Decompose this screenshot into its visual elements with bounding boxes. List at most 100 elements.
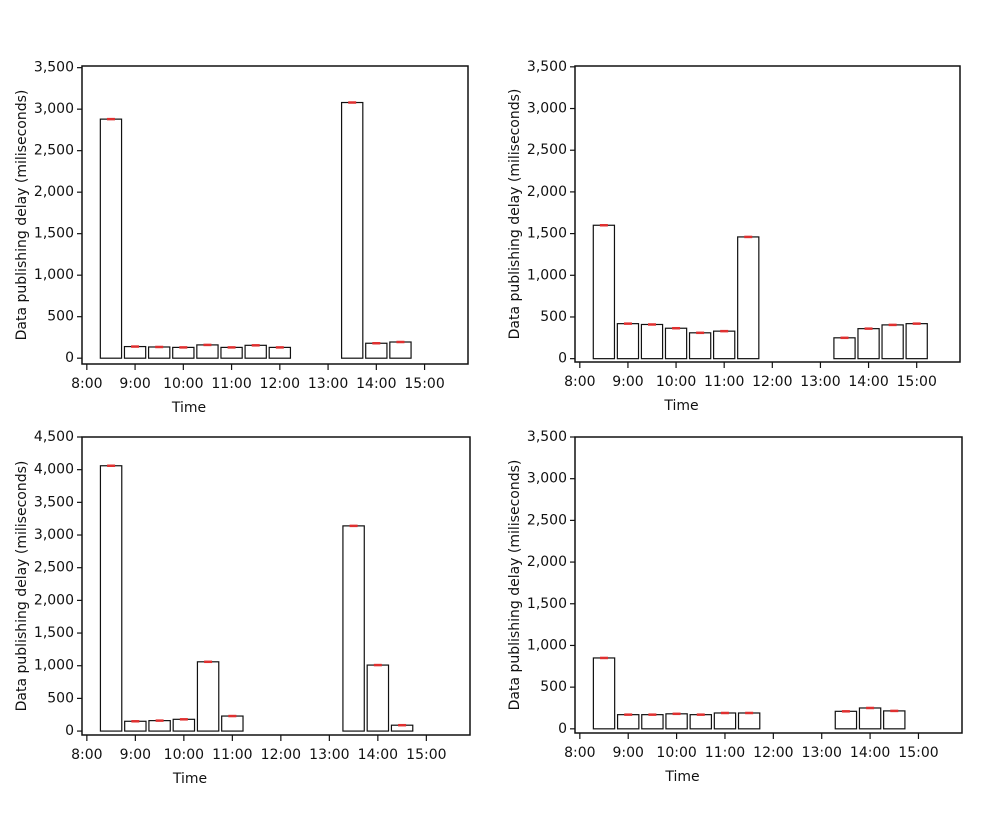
x-tick-label: 14:00 xyxy=(356,376,396,392)
x-tick-label: 13:00 xyxy=(308,376,348,392)
plot-frame xyxy=(81,436,471,736)
y-tick-label: 1,500 xyxy=(527,226,567,242)
x-tick-label: 13:00 xyxy=(309,747,349,763)
bar xyxy=(244,344,267,359)
bar xyxy=(123,345,147,359)
bar xyxy=(616,714,640,730)
x-tick-label: 14:00 xyxy=(358,747,398,763)
x-axis-label: Time xyxy=(171,400,206,416)
y-tick-label: 2,000 xyxy=(527,184,567,200)
bar xyxy=(124,720,147,732)
bar xyxy=(366,664,390,732)
x-tick-label: 12:00 xyxy=(261,747,301,763)
bar xyxy=(834,710,858,730)
bar xyxy=(857,328,880,360)
x-tick-label: 9:00 xyxy=(120,747,151,763)
y-tick-label: 500 xyxy=(540,309,567,325)
x-tick-label: 14:00 xyxy=(850,745,890,761)
y-tick-label: 1,500 xyxy=(527,596,567,612)
bar xyxy=(148,720,171,732)
y-tick-label: 2,500 xyxy=(34,560,74,576)
x-tick-label: 15:00 xyxy=(406,747,446,763)
y-tick-label: 3,500 xyxy=(527,59,567,75)
bar xyxy=(881,324,904,360)
chart-panel: 0 500 1,000 1,500 2,000 2,500 3,000 3,500 8:00 9:… xyxy=(14,60,469,416)
x-axis-label: Time xyxy=(663,398,698,414)
bar xyxy=(147,346,171,359)
bar xyxy=(883,710,906,730)
bar xyxy=(268,346,292,359)
bar xyxy=(689,714,713,730)
x-tick-label: 10:00 xyxy=(164,747,204,763)
x-tick-label: 8:00 xyxy=(564,745,595,761)
x-tick-label: 8:00 xyxy=(564,374,595,390)
y-tick-label: 0 xyxy=(558,721,567,737)
x-tick-label: 11:00 xyxy=(705,745,745,761)
bar xyxy=(858,707,882,730)
y-tick-label: 2,000 xyxy=(34,184,74,200)
x-tick-label: 10:00 xyxy=(656,374,696,390)
bar xyxy=(737,712,761,730)
bar xyxy=(712,330,736,360)
y-tick-label: 3,000 xyxy=(34,101,74,117)
plot-frame xyxy=(574,436,963,734)
x-tick-label: 12:00 xyxy=(752,374,792,390)
bar xyxy=(365,342,388,359)
x-tick-label: 10:00 xyxy=(163,376,203,392)
x-tick-label: 14:00 xyxy=(848,374,888,390)
plot-frame xyxy=(81,65,469,365)
bar xyxy=(99,465,123,732)
y-tick-label: 4,500 xyxy=(34,429,74,445)
y-axis-label: Data publishing delay (miliseconds) xyxy=(507,89,523,340)
x-tick-label: 15:00 xyxy=(898,745,938,761)
y-tick-label: 3,500 xyxy=(527,429,567,445)
chart-panel: 0 500 1,000 1,500 2,000 2,500 3,000 3,500 8:00 9:… xyxy=(507,429,963,785)
y-tick-label: 1,000 xyxy=(527,267,567,283)
y-axis-label: Data publishing delay (miliseconds) xyxy=(14,90,30,341)
y-tick-label: 4,000 xyxy=(34,462,74,478)
y-tick-label: 0 xyxy=(65,350,74,366)
y-tick-label: 1,500 xyxy=(34,226,74,242)
x-tick-label: 11:00 xyxy=(212,747,252,763)
y-tick-label: 500 xyxy=(47,690,74,706)
bar xyxy=(221,715,244,732)
bar xyxy=(664,327,688,360)
y-tick-label: 3,500 xyxy=(34,494,74,510)
bar xyxy=(688,332,712,360)
x-tick-label: 8:00 xyxy=(71,747,102,763)
y-tick-label: 0 xyxy=(558,351,567,367)
y-tick-label: 2,500 xyxy=(527,512,567,528)
x-tick-label: 13:00 xyxy=(802,745,842,761)
bar xyxy=(340,101,364,359)
bar xyxy=(172,346,195,359)
y-axis-label: Data publishing delay (miliseconds) xyxy=(14,461,30,712)
bar xyxy=(641,714,664,730)
y-tick-label: 3,000 xyxy=(527,471,567,487)
y-tick-label: 2,000 xyxy=(527,554,567,570)
bar xyxy=(196,344,219,359)
bar xyxy=(342,525,365,732)
x-tick-label: 12:00 xyxy=(260,376,300,392)
y-tick-label: 1,000 xyxy=(34,658,74,674)
bar xyxy=(833,337,856,360)
x-axis-label: Time xyxy=(664,769,699,785)
x-tick-label: 12:00 xyxy=(753,745,793,761)
bar xyxy=(616,323,640,360)
y-tick-label: 0 xyxy=(65,723,74,739)
x-tick-label: 9:00 xyxy=(119,376,150,392)
x-tick-label: 15:00 xyxy=(404,376,444,392)
y-tick-label: 1,000 xyxy=(527,637,567,653)
y-tick-label: 3,000 xyxy=(527,101,567,117)
bar xyxy=(640,323,664,360)
chart-panel: 0 500 1,000 1,500 2,000 2,500 3,000 3,500 8:00 9:… xyxy=(507,59,961,414)
x-tick-label: 11:00 xyxy=(211,376,251,392)
bar xyxy=(592,224,616,360)
bar xyxy=(737,236,760,360)
y-tick-label: 3,500 xyxy=(34,60,74,76)
plot-frame xyxy=(574,65,961,363)
y-tick-label: 1,000 xyxy=(34,267,74,283)
y-tick-label: 500 xyxy=(540,679,567,695)
x-tick-label: 10:00 xyxy=(656,745,696,761)
bar xyxy=(220,346,243,359)
